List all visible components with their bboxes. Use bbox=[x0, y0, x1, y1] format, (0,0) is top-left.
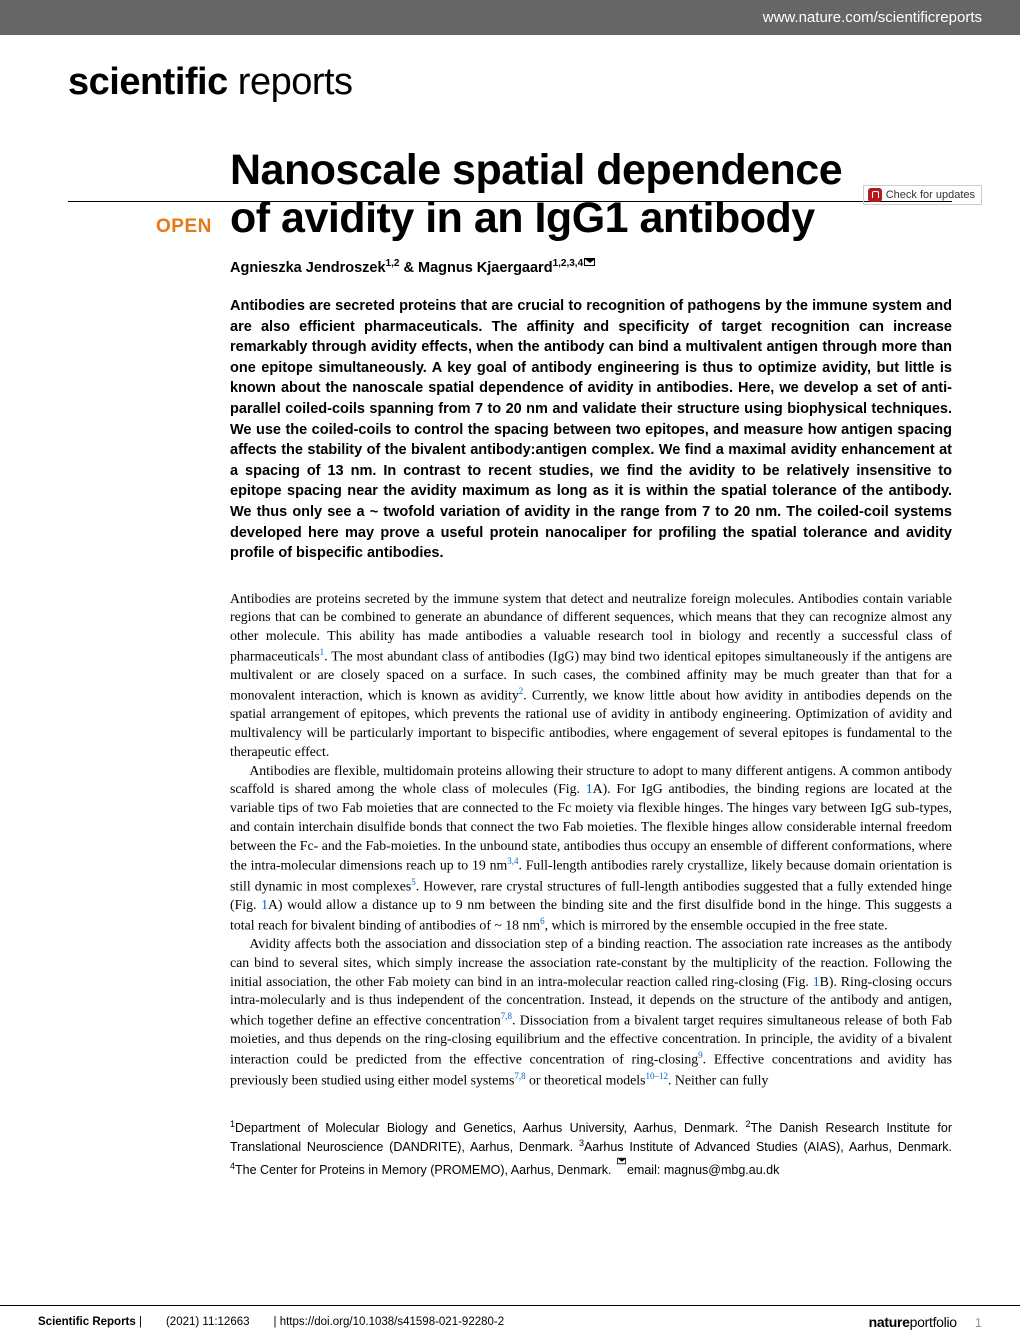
ref-7-8[interactable]: 7,8 bbox=[501, 1011, 512, 1021]
crossmark-icon bbox=[868, 188, 882, 202]
affiliations: 1Department of Molecular Biology and Gen… bbox=[230, 1118, 952, 1179]
paragraph-2: Antibodies are flexible, multidomain pro… bbox=[230, 762, 952, 936]
paragraph-1: Antibodies are proteins secreted by the … bbox=[230, 590, 952, 762]
open-access-badge: OPEN bbox=[156, 216, 212, 238]
corresponding-email[interactable]: magnus@mbg.au.dk bbox=[664, 1163, 780, 1177]
rule-top bbox=[68, 201, 952, 202]
journal-url-banner: www.nature.com/scientificreports bbox=[0, 0, 1020, 35]
author-1-affils: 1,2 bbox=[386, 258, 400, 269]
fig-ref-1a[interactable]: 1 bbox=[586, 781, 593, 796]
page-footer: Scientific Reports | (2021) 11:12663 | h… bbox=[0, 1305, 1020, 1340]
author-2-affils: 1,2,3,4 bbox=[553, 258, 584, 269]
footer-doi[interactable]: https://doi.org/10.1038/s41598-021-92280… bbox=[280, 1316, 504, 1328]
natureportfolio-logo: natureportfolio bbox=[869, 1314, 957, 1330]
footer-divider: | bbox=[136, 1316, 142, 1328]
affil-1: Department of Molecular Biology and Gene… bbox=[235, 1121, 745, 1135]
ref-3-4[interactable]: 3,4 bbox=[507, 856, 518, 866]
title-line-1: Nanoscale spatial dependence bbox=[230, 146, 842, 194]
abstract: Antibodies are secreted proteins that ar… bbox=[230, 296, 952, 564]
footer-right: natureportfolio 1 bbox=[869, 1314, 982, 1330]
footer-citation: (2021) 11:12663 bbox=[166, 1316, 250, 1328]
footer-journal: Scientific Reports bbox=[38, 1316, 136, 1328]
affil-4: The Center for Proteins in Memory (PROME… bbox=[235, 1163, 615, 1177]
article-title: Nanoscale spatial dependence of avidity … bbox=[230, 146, 952, 242]
author-ampersand: & bbox=[399, 260, 418, 276]
check-for-updates-button[interactable]: Check for updates bbox=[863, 185, 982, 205]
fig-ref-1a-b[interactable]: 1 bbox=[261, 897, 268, 912]
page-number: 1 bbox=[975, 1315, 982, 1330]
logo-light: reports bbox=[228, 61, 353, 103]
fig-ref-1b[interactable]: 1 bbox=[813, 974, 820, 989]
paragraph-3: Avidity affects both the association and… bbox=[230, 935, 952, 1090]
ref-7-8-b[interactable]: 7,8 bbox=[514, 1071, 525, 1081]
body-text: Antibodies are proteins secreted by the … bbox=[230, 590, 952, 1090]
journal-url: www.nature.com/scientificreports bbox=[763, 9, 982, 26]
author-list: Agnieszka Jendroszek1,2 & Magnus Kjaerga… bbox=[230, 258, 952, 276]
mail-icon-affil bbox=[617, 1158, 626, 1164]
affil-3: Aarhus Institute of Advanced Studies (AI… bbox=[584, 1140, 952, 1154]
email-label: email: bbox=[627, 1163, 664, 1177]
logo-bold: scientific bbox=[68, 61, 228, 103]
author-2-name: Magnus Kjaergaard bbox=[418, 260, 553, 276]
journal-logo: scientific reports bbox=[0, 35, 1020, 104]
ref-10-12[interactable]: 10–12 bbox=[646, 1071, 669, 1081]
footer-left: Scientific Reports | (2021) 11:12663 | h… bbox=[38, 1316, 504, 1328]
corresponding-mail-icon bbox=[584, 258, 595, 266]
author-1-name: Agnieszka Jendroszek bbox=[230, 260, 386, 276]
check-updates-label: Check for updates bbox=[886, 189, 975, 201]
article-container: OPEN Nanoscale spatial dependence of avi… bbox=[0, 104, 1020, 1179]
